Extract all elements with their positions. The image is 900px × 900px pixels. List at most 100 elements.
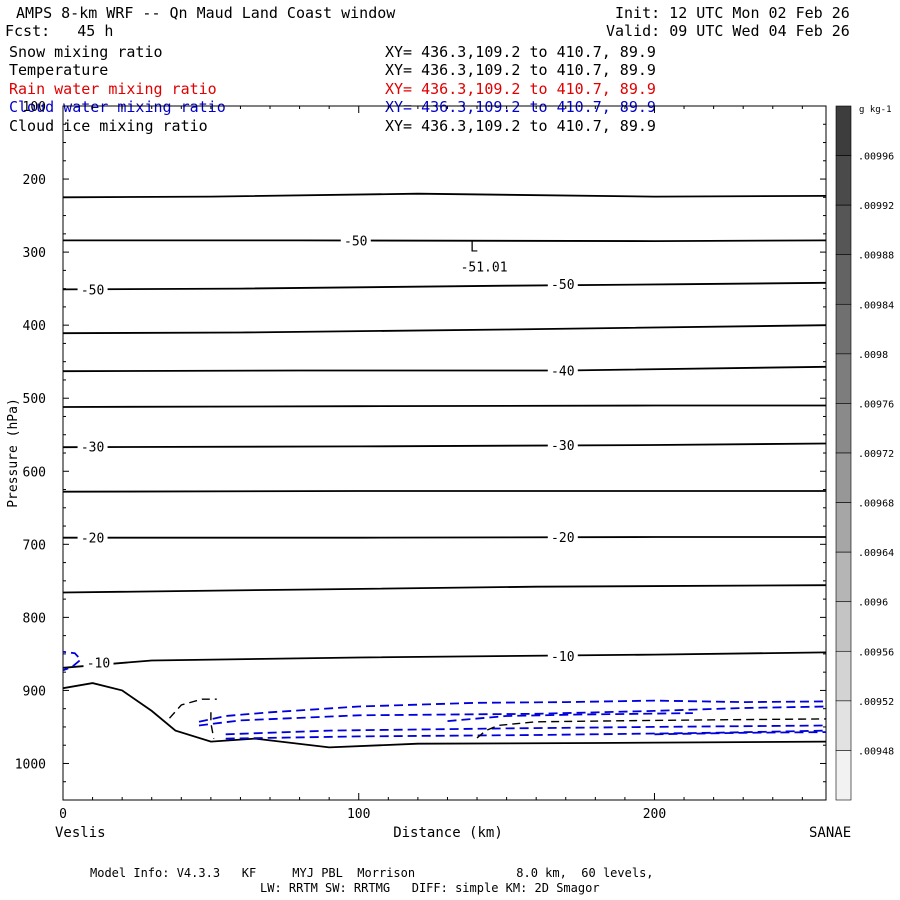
y-tick-label: 700 — [23, 538, 46, 553]
field-name-snow: Snow mixing ratio — [9, 43, 163, 61]
colorbar-label: .00988 — [858, 251, 894, 262]
colorbar-label: .00964 — [858, 548, 894, 559]
contour-label: -20 — [551, 531, 574, 546]
temperature-isotherm — [63, 682, 826, 749]
field-name-temperature: Temperature — [9, 61, 109, 79]
contour-label: -50 — [81, 283, 104, 298]
colorbar-label: .00992 — [858, 201, 894, 212]
colorbar-label: .0096 — [858, 598, 888, 609]
contour-label-bg — [340, 232, 371, 248]
colorbar-label: .00952 — [858, 697, 894, 708]
field-xy-rain: XY= 436.3,109.2 to 410.7, 89.9 — [385, 80, 656, 98]
colorbar-swatch — [835, 303, 852, 355]
field-xy-snow: XY= 436.3,109.2 to 410.7, 89.9 — [385, 43, 656, 61]
temperature-contours — [63, 192, 826, 749]
temperature-isotherm — [63, 490, 826, 493]
x-tick-label: 0 — [59, 807, 67, 822]
colorbar-label: .00956 — [858, 647, 894, 658]
cloud-water-contour — [198, 699, 826, 723]
x-tick-label: 100 — [347, 807, 370, 822]
y-tick-label: 1000 — [15, 757, 46, 772]
y-tick-label: 600 — [23, 465, 46, 480]
colorbar-label: .00984 — [858, 300, 894, 311]
cloud-ice-contour — [210, 712, 215, 739]
colorbar-swatch — [835, 650, 852, 702]
colorbar-label: .00948 — [858, 746, 894, 757]
temperature-isotherm — [63, 584, 826, 594]
chart-title: AMPS 8-km WRF -- Qn Maud Land Coast wind… — [16, 4, 396, 22]
temperature-isotherm — [63, 281, 826, 291]
colorbar-swatch — [835, 403, 852, 454]
temperature-isotherm — [63, 442, 826, 449]
contour-label: -40 — [551, 364, 574, 379]
temperature-isotherm — [63, 324, 826, 335]
contour-label: -20 — [81, 532, 104, 547]
colorbar-label: .0098 — [858, 350, 888, 361]
colorbar-label: .00968 — [858, 499, 894, 510]
colorbar-swatch — [835, 105, 852, 156]
min-marker-value: -51.01 — [461, 261, 508, 276]
cloud-ice-contour — [168, 698, 217, 719]
contour-label-bg — [547, 529, 578, 545]
colorbar: .00996 .00992 .00988 .00984 .0098 .00976 .0097… — [835, 105, 894, 801]
y-tick-label: 800 — [23, 611, 46, 626]
cloud-water-contour — [654, 731, 826, 736]
colorbar-unit: g kg-1 — [859, 105, 892, 115]
field-xy-cloud-ice: XY= 436.3,109.2 to 410.7, 89.9 — [385, 117, 656, 135]
colorbar-label: .00996 — [858, 152, 894, 163]
contour-labels: -50 -50 -50 -40 -30 -30 -20 -20 -10 -10 L -51.01 — [77, 232, 578, 672]
field-xy-temperature: XY= 436.3,109.2 to 410.7, 89.9 — [385, 61, 656, 79]
contour-label-bg — [77, 529, 108, 545]
x-left-endpoint: Veslis — [55, 825, 106, 841]
contour-label-bg — [547, 362, 578, 378]
colorbar-swatch — [835, 601, 852, 652]
contour-label: -30 — [81, 440, 104, 455]
model-info: Model Info: V4.3.3 KF MYJ PBL Morrison 8… — [90, 866, 654, 880]
field-name-rain: Rain water mixing ratio — [9, 80, 217, 98]
min-marker-letter: L — [470, 241, 478, 256]
y-tick-label: 400 — [23, 319, 46, 334]
contour-label-bg — [547, 648, 578, 664]
physics-info: LW: RRTM SW: RRTMG DIFF: simple KM: 2D S… — [260, 881, 600, 895]
contour-label-bg — [547, 436, 578, 452]
contour-label: -10 — [87, 657, 110, 672]
colorbar-swatch — [835, 353, 852, 404]
plot-frame — [62, 105, 827, 801]
contour-label: -50 — [344, 234, 367, 249]
contour-label: -10 — [551, 650, 574, 665]
temperature-isotherm — [63, 536, 826, 539]
cloud-water-contours — [63, 650, 826, 740]
cloud-water-contour — [198, 705, 826, 727]
y-tick-label: 100 — [23, 100, 46, 115]
x-axis-label: Distance (km) — [393, 825, 503, 841]
temperature-isotherm — [63, 239, 826, 243]
y-tick-label: 900 — [23, 684, 46, 699]
colorbar-label: .00972 — [858, 449, 894, 460]
contour-label-bg — [547, 276, 578, 292]
field-xy-cloud-water: XY= 436.3,109.2 to 410.7, 89.9 — [385, 98, 656, 116]
y-axis-label: Pressure (hPa) — [6, 398, 21, 508]
colorbar-swatch — [835, 700, 852, 751]
temperature-isotherm — [63, 365, 826, 373]
contour-label-bg — [83, 654, 114, 670]
colorbar-label: .00976 — [858, 399, 894, 410]
x-right-endpoint: SANAE — [809, 825, 851, 841]
contour-label: -50 — [551, 278, 574, 293]
temperature-isotherm — [63, 404, 826, 408]
cloud-water-contour — [63, 650, 82, 672]
contour-label: -30 — [551, 439, 574, 454]
colorbar-swatch — [835, 452, 852, 503]
temperature-isotherm — [63, 192, 826, 199]
cloud-ice-contours — [168, 698, 826, 739]
contour-label-bg — [77, 281, 108, 297]
cloud-ice-contour — [476, 718, 826, 739]
colorbar-swatch — [835, 551, 852, 603]
x-axis: 0 100 200 — [59, 106, 803, 822]
field-name-cloud-water: Cloud water mixing ratio — [9, 98, 226, 116]
colorbar-swatch — [835, 204, 852, 256]
colorbar-swatch — [835, 254, 852, 305]
cloud-water-contour — [225, 729, 826, 740]
y-tick-label: 300 — [23, 246, 46, 261]
init-time: Init: 12 UTC Mon 02 Feb 26 — [615, 4, 850, 22]
